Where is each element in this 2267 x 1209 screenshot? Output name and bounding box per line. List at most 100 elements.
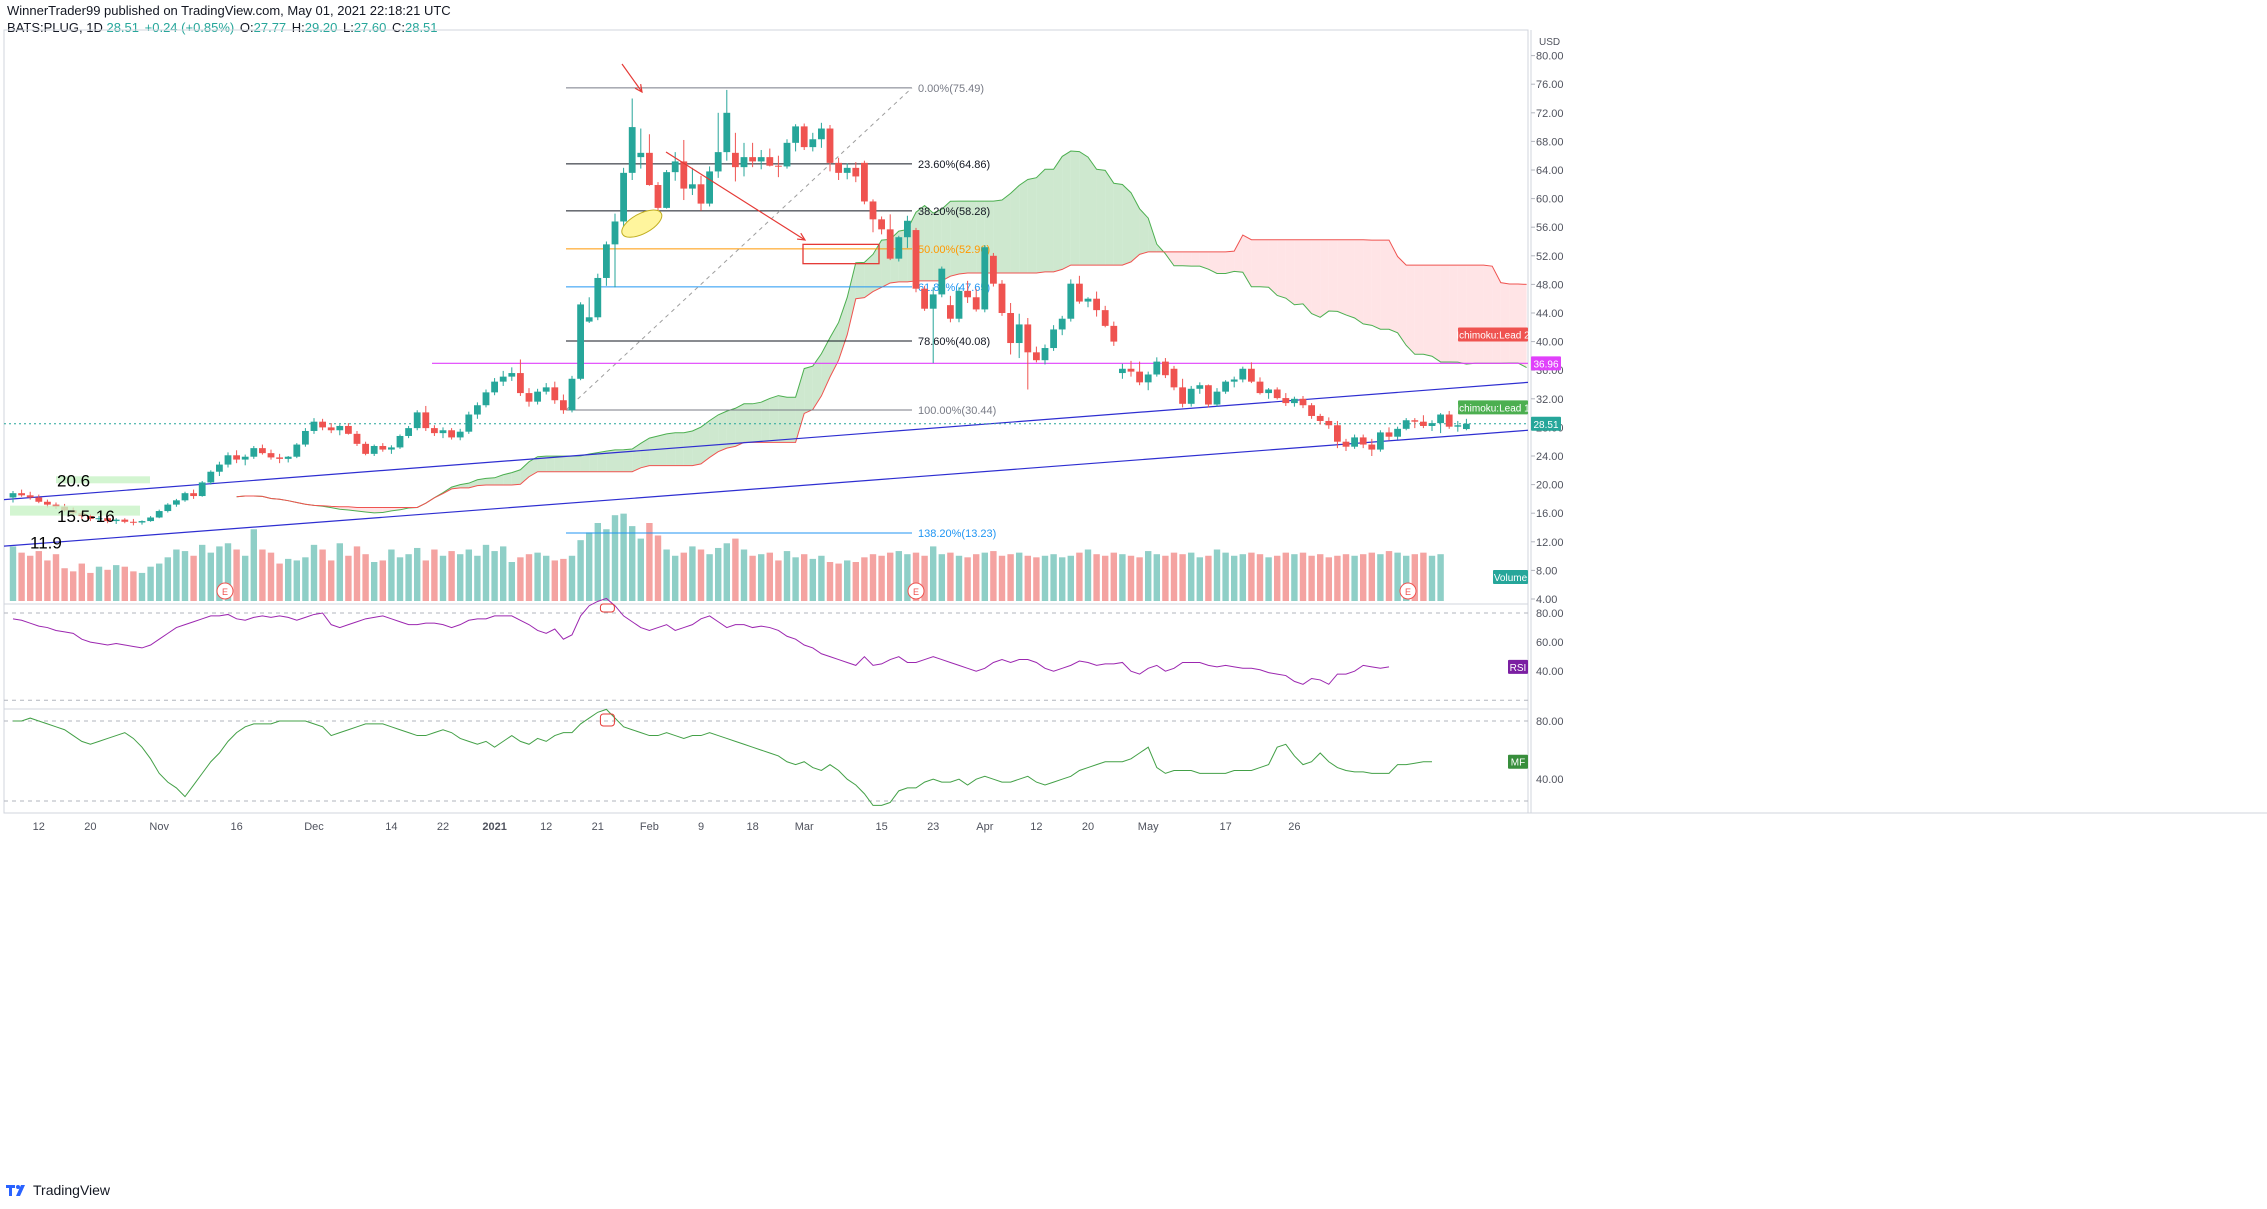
candle-body (18, 493, 25, 496)
rsi-pane[interactable] (3, 603, 1529, 710)
earnings-marker-icon[interactable] (1399, 582, 1417, 600)
time-tick-label: 21 (592, 821, 604, 833)
down-arrow[interactable] (665, 151, 806, 241)
volume-bar (396, 557, 404, 601)
volume-bar (104, 569, 111, 601)
candle-body (818, 128, 825, 140)
cloud-segment (787, 397, 796, 443)
fib-retracement[interactable]: 0.00%(75.49) 23.60%(64.86) 38.20%(58.28) 50… (565, 83, 996, 540)
highlight-ellipse[interactable] (618, 204, 666, 242)
cloud-segment (1328, 239, 1338, 312)
fib-level-label: 78.60%(40.08) (918, 336, 990, 348)
symbol-name[interactable]: BATS:PLUG, 1D (7, 20, 103, 35)
candle-body (568, 378, 576, 411)
chart-canvas[interactable]: USD 80.00 76.00 72.00 68.00 64.00 60.00 56.00 52… (0, 0, 2267, 1180)
cloud-segment (580, 454, 590, 472)
price-tick-label: 60.00 (1536, 194, 1564, 206)
volume-bar (362, 554, 369, 601)
volume-bar (1342, 554, 1350, 601)
candle-body (800, 126, 808, 148)
cloud-segment (1053, 156, 1063, 272)
price-pane[interactable] (3, 29, 1529, 605)
price-tick-label: 4.00 (1536, 594, 1557, 606)
candle-body (1359, 437, 1367, 445)
cloud-segment (623, 449, 633, 472)
cloud-segment (1294, 239, 1303, 305)
volume-bar (947, 552, 954, 601)
cloud-segment (1079, 151, 1088, 266)
candle-body (706, 171, 713, 204)
volume-bar (138, 572, 146, 601)
ichimoku-lead1-line (236, 150, 1527, 514)
tradingview-logo-icon (6, 1185, 25, 1196)
tag-36-96[interactable]: 36.96 (1531, 356, 1561, 371)
candle-body (869, 201, 877, 220)
footer-brand[interactable]: TradingView (5, 1182, 110, 1198)
volume-bar (568, 555, 576, 601)
time-tick-label: 15 (875, 821, 887, 833)
upper-trendline[interactable] (3, 381, 1529, 501)
time-tick-label: 22 (437, 821, 449, 833)
candle-body (112, 519, 120, 522)
highlight-box[interactable] (802, 243, 880, 265)
price-tick-label: 16.00 (1536, 508, 1564, 520)
tag-ichimoku-lead2[interactable]: Ichimoku:Lead 2 (1456, 327, 1530, 342)
tag-volume[interactable]: Volume (1493, 570, 1528, 584)
cloud-segment (993, 200, 1002, 273)
cloud-segment (649, 435, 658, 466)
candle-body (603, 244, 610, 278)
volume-bar (1377, 554, 1384, 601)
candle-body (1308, 405, 1315, 416)
candle-body (164, 504, 172, 512)
volume-bar (1007, 554, 1014, 601)
candle-body (241, 456, 249, 460)
earnings-marker-icon[interactable] (907, 582, 925, 600)
candle-body (1394, 428, 1401, 437)
candle-body (929, 294, 937, 309)
time-axis[interactable]: 12 20 Nov 16 Dec 14 22 2021 12 21 Feb 9 18 Mar 15 23 Apr… (33, 821, 1301, 833)
tag-ichimoku-lead1[interactable]: Ichimoku:Lead 1 (1456, 400, 1530, 415)
candle-body (1222, 381, 1229, 392)
candle-body (26, 495, 34, 498)
volume-bar (551, 560, 558, 601)
volume-bar (474, 555, 481, 601)
volume-bar (267, 552, 275, 601)
volume-bar (577, 540, 584, 601)
candle-body (1437, 414, 1444, 424)
cloud-segment (950, 201, 959, 277)
volume-bar (1308, 555, 1315, 601)
volume-bar (973, 554, 980, 601)
lower-trendline[interactable] (3, 429, 1529, 547)
tag-mf[interactable]: MF (1508, 754, 1528, 769)
volume-bar (525, 554, 533, 601)
cloud-segment (554, 456, 564, 472)
earnings-marker-icon[interactable] (216, 582, 234, 600)
low-value: 27.60 (353, 20, 387, 35)
candles[interactable] (9, 89, 1470, 526)
volume-bar (78, 563, 85, 601)
candle-body (646, 152, 653, 186)
volume-bar (87, 572, 94, 601)
candle-body (345, 425, 352, 434)
price-change: +0.24 (+0.85%) (144, 20, 235, 35)
time-tick-label: Dec (304, 821, 324, 833)
tag-rsi[interactable]: RSI (1508, 659, 1528, 674)
volume-bar (1222, 552, 1229, 601)
candle-body (1230, 379, 1238, 382)
tag-last-price[interactable]: 28.51 (1531, 416, 1561, 431)
cloud-segment (709, 414, 719, 458)
price-axis[interactable]: USD 80.00 76.00 72.00 68.00 64.00 60.00 56.00 52… (1531, 37, 1564, 606)
candle-body (104, 518, 111, 522)
open-label: O: (239, 20, 254, 35)
candle-body (1402, 420, 1410, 429)
mf-tick-label: 80.00 (1536, 716, 1564, 728)
top-arrow[interactable] (621, 63, 643, 93)
mf-line[interactable] (13, 708, 1432, 806)
cloud-segment (804, 366, 813, 414)
price-tick-label: 40.00 (1536, 337, 1564, 349)
volume-bar (998, 555, 1006, 601)
cloud-segment (486, 477, 495, 485)
volume-bar (1274, 555, 1281, 601)
volume-bar (319, 549, 326, 601)
rsi-line[interactable] (12, 597, 1390, 685)
